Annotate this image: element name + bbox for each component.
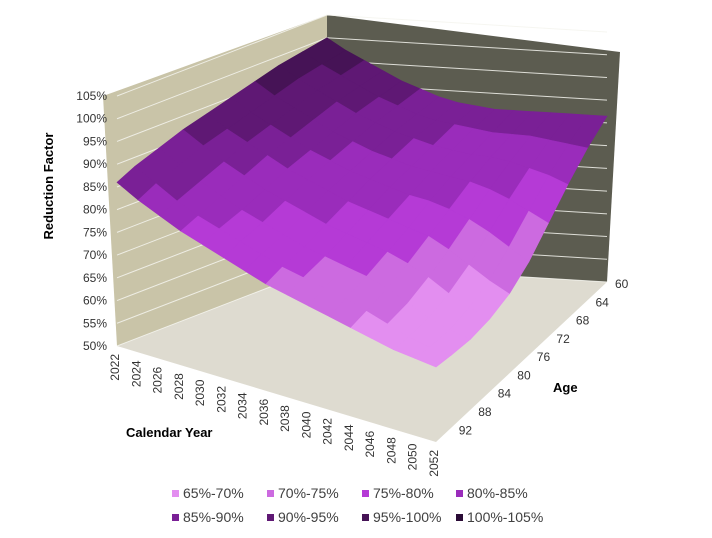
age-tick-label: 76: [537, 350, 551, 364]
legend-swatch: [267, 490, 274, 497]
year-tick-label: 2042: [321, 418, 335, 445]
z-tick-label: 105%: [76, 89, 107, 103]
legend-label: 95%-100%: [373, 509, 442, 525]
legend-swatch: [362, 490, 369, 497]
year-tick-label: 2038: [278, 405, 292, 432]
year-tick-label: 2028: [172, 373, 186, 400]
year-tick-label: 2022: [108, 354, 122, 381]
year-tick-label: 2046: [363, 430, 377, 457]
z-tick-label: 100%: [76, 112, 107, 126]
legend-swatch: [456, 514, 463, 521]
legend-swatch: [172, 514, 179, 521]
year-tick-label: 2032: [214, 386, 228, 413]
legend-label: 100%-105%: [467, 509, 543, 525]
y-axis-title: Age: [553, 380, 578, 395]
z-tick-label: 95%: [83, 135, 107, 149]
z-axis-ticks: 50% 55% 60% 65% 70% 75% 80% 85% 90% 95% 100% 105%: [76, 89, 107, 353]
age-tick-label: 72: [556, 332, 570, 346]
legend-label: 85%-90%: [183, 509, 244, 525]
age-tick-label: 80: [517, 368, 531, 382]
z-tick-label: 80%: [83, 203, 107, 217]
year-axis-ticks: 2022 2024 2026 2028 2030 2032 2034 2036 2038 2040…: [108, 354, 441, 477]
gridline: [116, 14, 608, 97]
legend-label: 70%-75%: [278, 485, 339, 501]
z-axis-title: Reduction Factor: [41, 133, 56, 240]
year-tick-label: 2048: [385, 437, 399, 464]
legend: 65%-70% 70%-75% 75%-80% 80%-85% 85%-90% 90%-9…: [172, 485, 543, 525]
legend-swatch: [172, 490, 179, 497]
legend-swatch: [267, 514, 274, 521]
legend-swatch: [362, 514, 369, 521]
year-tick-label: 2026: [151, 366, 165, 393]
age-tick-label: 60: [615, 277, 629, 291]
legend-label: 80%-85%: [467, 485, 528, 501]
year-tick-label: 2040: [299, 411, 313, 438]
legend-label: 65%-70%: [183, 485, 244, 501]
z-tick-label: 55%: [83, 316, 107, 330]
age-tick-label: 92: [459, 423, 473, 437]
z-tick-label: 50%: [83, 339, 107, 353]
legend-label: 75%-80%: [373, 485, 434, 501]
age-axis-ticks: 60 64 68 72 76 80 84 88 92: [459, 277, 629, 437]
year-tick-label: 2050: [406, 443, 420, 470]
surface-plot: [116, 37, 608, 368]
legend-label: 90%-95%: [278, 509, 339, 525]
age-tick-label: 88: [478, 405, 492, 419]
year-tick-label: 2030: [193, 379, 207, 406]
surface-cell: [414, 346, 452, 368]
legend-swatch: [456, 490, 463, 497]
z-tick-label: 70%: [83, 248, 107, 262]
z-tick-label: 85%: [83, 180, 107, 194]
year-tick-label: 2044: [342, 424, 356, 451]
year-tick-label: 2052: [427, 450, 441, 477]
year-tick-label: 2024: [129, 360, 143, 387]
z-tick-label: 60%: [83, 294, 107, 308]
year-tick-label: 2034: [236, 392, 250, 419]
z-tick-label: 65%: [83, 271, 107, 285]
z-tick-label: 90%: [83, 157, 107, 171]
z-tick-label: 75%: [83, 225, 107, 239]
age-tick-label: 84: [498, 387, 512, 401]
age-tick-label: 68: [576, 314, 590, 328]
year-tick-label: 2036: [257, 398, 271, 425]
age-tick-label: 64: [596, 295, 610, 309]
x-axis-title: Calendar Year: [126, 425, 212, 440]
